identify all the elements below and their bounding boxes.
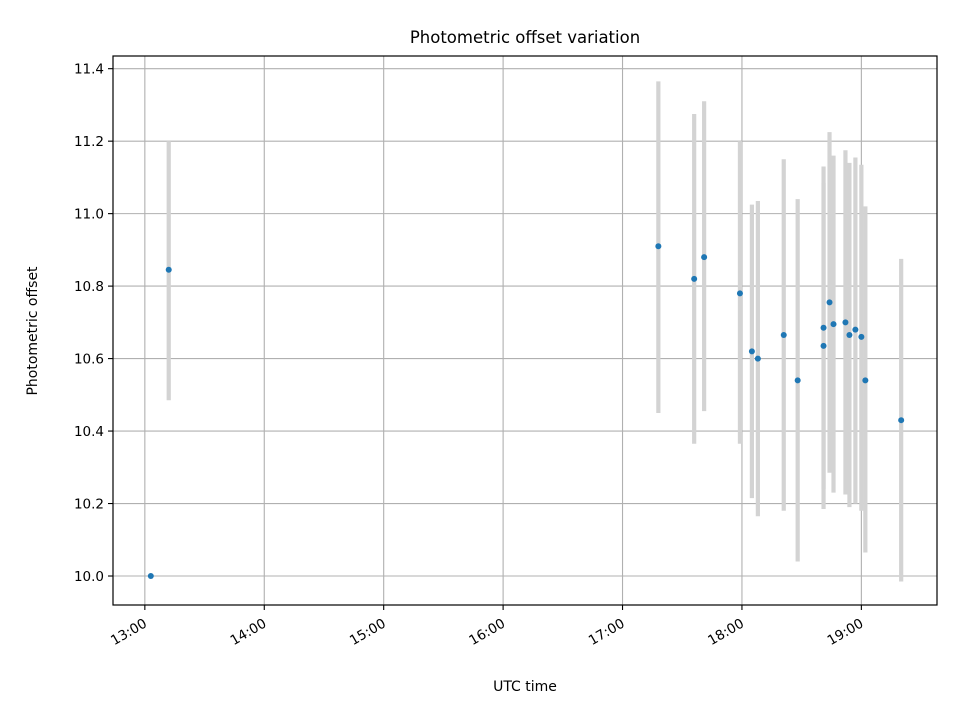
data-point <box>691 275 698 282</box>
data-point <box>898 417 905 424</box>
data-point <box>820 342 827 349</box>
data-point <box>846 332 853 339</box>
data-point <box>701 254 708 261</box>
data-point <box>655 243 662 250</box>
y-tick-label: 11.0 <box>74 207 104 223</box>
data-point <box>826 299 833 306</box>
data-point <box>754 355 761 362</box>
data-point <box>736 290 743 297</box>
data-point <box>147 573 154 580</box>
data-point <box>830 321 837 328</box>
data-point <box>852 326 859 333</box>
y-tick-label: 10.0 <box>74 569 104 585</box>
data-point <box>780 332 787 339</box>
y-tick-label: 10.8 <box>74 279 104 295</box>
data-points <box>147 243 905 580</box>
data-point <box>842 319 849 326</box>
data-point <box>165 266 172 273</box>
y-tick-label: 10.6 <box>74 352 104 368</box>
data-point <box>862 377 869 384</box>
plot-frame <box>112 55 938 606</box>
chart-title: Photometric offset variation <box>410 28 640 47</box>
data-point <box>820 324 827 331</box>
data-point <box>794 377 801 384</box>
data-point <box>858 333 865 340</box>
y-tick-label: 10.2 <box>74 497 104 513</box>
y-axis-ticks: 10.0 10.2 10.4 10.6 10.8 11.0 11.2 11.4 <box>74 62 113 585</box>
x-axis-label: UTC time <box>493 679 557 695</box>
y-tick-label: 10.4 <box>74 424 104 440</box>
y-tick-label: 11.2 <box>74 134 104 150</box>
y-axis-label: Photometric offset <box>25 266 41 396</box>
data-point <box>748 348 755 355</box>
y-tick-label: 11.4 <box>74 62 104 78</box>
